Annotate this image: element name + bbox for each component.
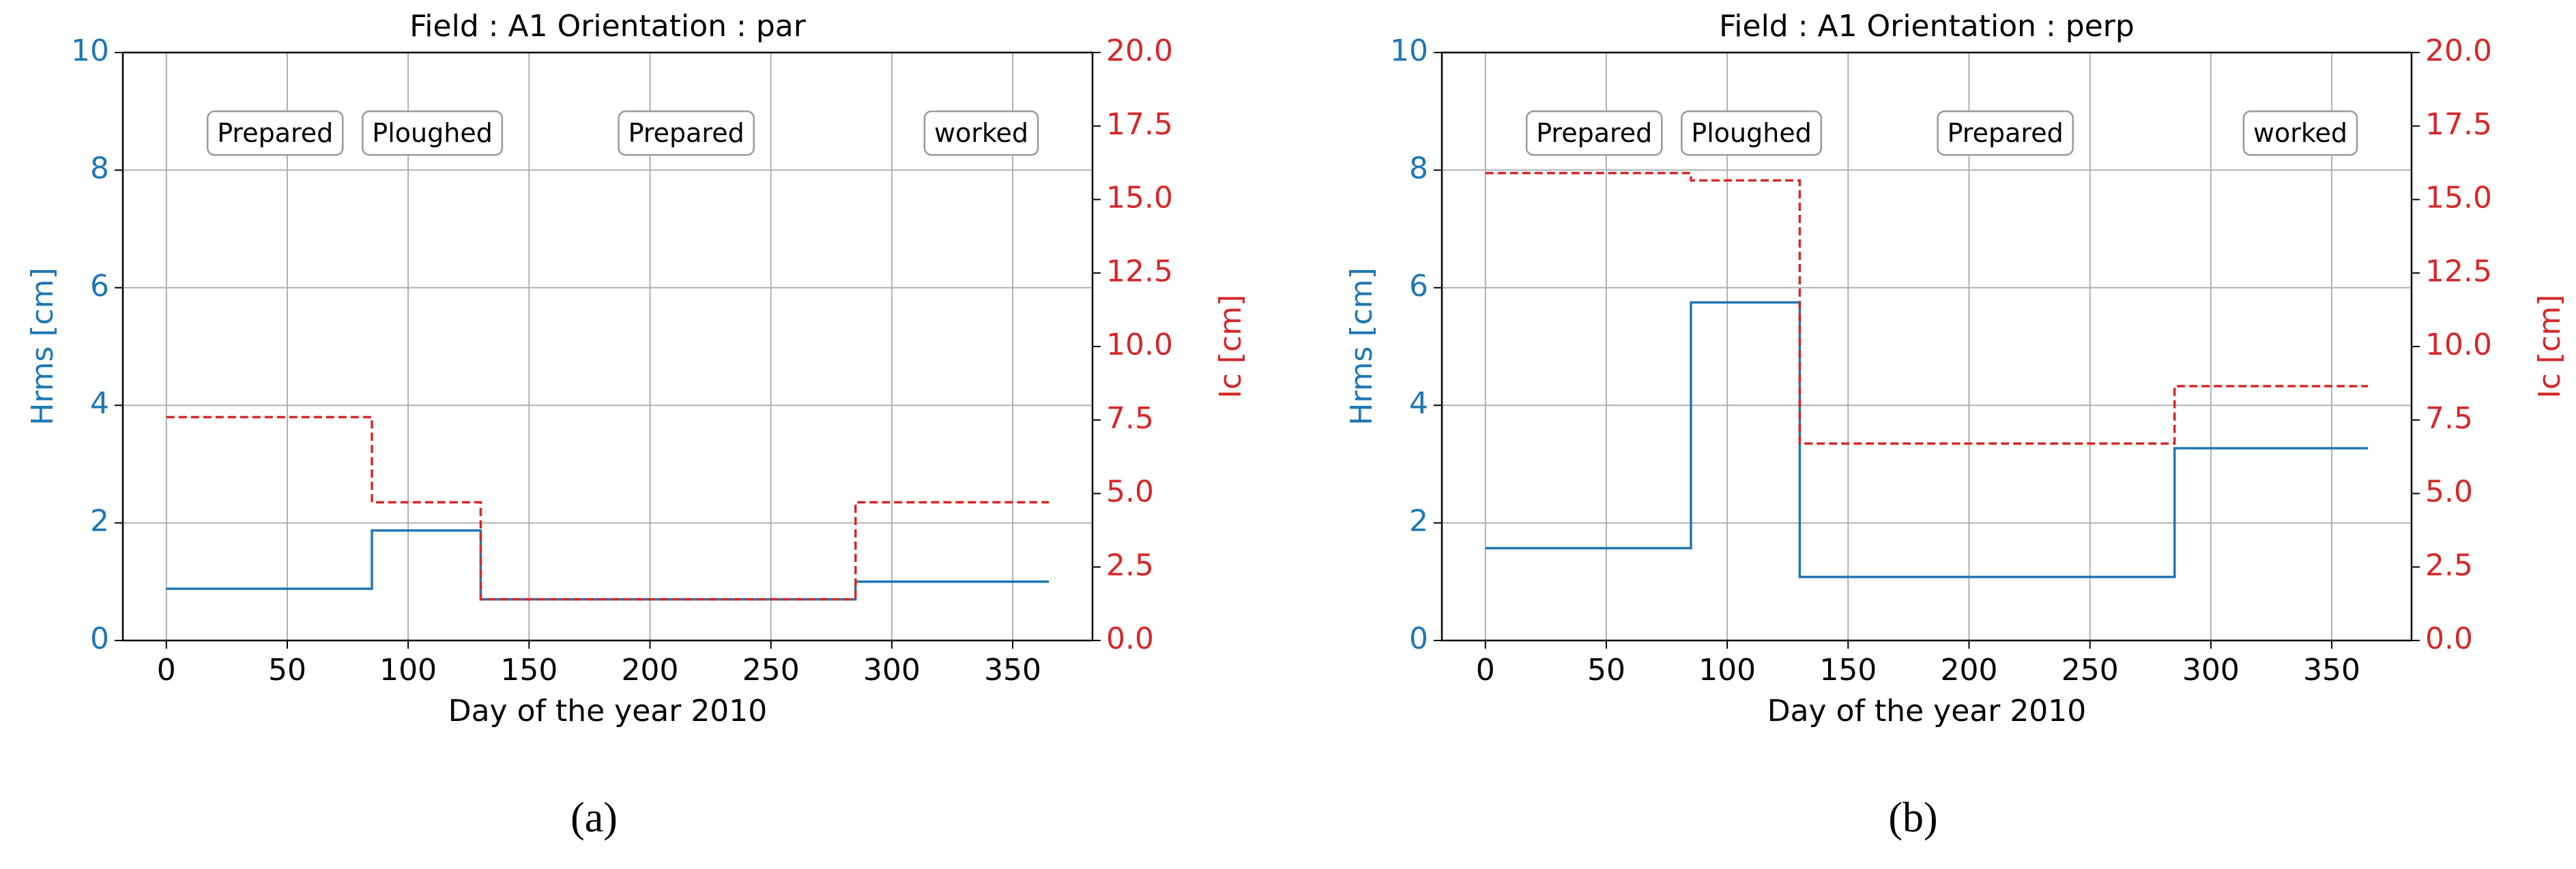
series-line [1485, 171, 2369, 445]
x-tick-label: 100 [379, 653, 437, 688]
annotation-label: Ploughed [1691, 118, 1812, 148]
y2-axis-title: Ic [cm] [1213, 295, 1248, 399]
y-tick-label: 8 [90, 151, 109, 186]
x-tick-label: 50 [1587, 653, 1625, 688]
y-tick-label: 6 [1409, 269, 1428, 304]
annotation: Prepared [206, 110, 344, 156]
y2-tick-label: 20.0 [1106, 33, 1173, 68]
y2-tick-label: 0.0 [2425, 621, 2473, 656]
series-line [1485, 301, 2369, 578]
annotation: Prepared [1525, 110, 1663, 156]
annotation-box [362, 110, 504, 156]
y2-tick-label: 15.0 [2425, 181, 2492, 216]
x-tick-label: 200 [622, 653, 679, 688]
annotation-box [206, 110, 344, 156]
y2-tick-label: 12.5 [2425, 254, 2492, 289]
y-tick-label: 4 [1409, 386, 1428, 421]
series-line [166, 415, 1050, 601]
y-tick-label: 4 [90, 386, 109, 421]
x-tick-label: 250 [742, 653, 800, 688]
annotation-label: Prepared [217, 118, 333, 148]
y-tick-label: 10 [71, 33, 109, 68]
annotation-label: Prepared [628, 118, 744, 148]
annotation: Prepared [1937, 110, 2074, 156]
y2-tick-label: 17.5 [1106, 107, 1173, 142]
y-tick-label: 0 [1409, 621, 1428, 656]
x-axis-title: Day of the year 2010 [1767, 694, 2087, 728]
annotation-box [1681, 110, 1823, 156]
y2-tick-label: 17.5 [2425, 107, 2492, 142]
x-axis-title: Day of the year 2010 [448, 694, 768, 728]
annotation: Prepared [618, 110, 755, 156]
annotation: worked [2242, 110, 2358, 156]
y2-tick-label: 2.5 [2425, 548, 2473, 583]
x-tick-label: 300 [2182, 653, 2240, 688]
x-tick-label: 100 [1698, 653, 1756, 688]
y-axis-title: Hrms [cm] [25, 267, 60, 426]
x-tick-label: 250 [2061, 653, 2119, 688]
x-tick-label: 50 [268, 653, 306, 688]
y-tick-label: 10 [1390, 33, 1428, 68]
annotation-box [2242, 110, 2358, 156]
caption: (b) [1888, 795, 1937, 841]
y2-tick-label: 12.5 [1106, 254, 1173, 289]
chart-title: Field : A1 Orientation : perp [1719, 9, 2134, 44]
annotation: Ploughed [362, 110, 504, 156]
annotation-label: Prepared [1536, 118, 1652, 148]
y2-tick-label: 10.0 [1106, 327, 1173, 362]
caption: (a) [570, 795, 618, 841]
x-tick-label: 0 [1476, 653, 1495, 688]
y-tick-label: 8 [1409, 151, 1428, 186]
annotation-box [923, 110, 1039, 156]
x-tick-label: 350 [2303, 653, 2360, 688]
x-tick-label: 150 [1819, 653, 1877, 688]
y-tick-label: 2 [90, 504, 109, 539]
y2-axis-title: Ic [cm] [2532, 295, 2567, 399]
y2-tick-label: 7.5 [2425, 401, 2473, 436]
y2-tick-label: 7.5 [1106, 401, 1154, 436]
series-line [166, 529, 1050, 601]
y2-tick-label: 20.0 [2425, 33, 2492, 68]
annotation-box [1937, 110, 2074, 156]
x-tick-label: 300 [863, 653, 921, 688]
plot-frame [1441, 51, 2413, 642]
annotation: Ploughed [1681, 110, 1823, 156]
x-tick-label: 0 [157, 653, 176, 688]
y-axis-title: Hrms [cm] [1344, 267, 1379, 426]
y2-tick-label: 0.0 [1106, 621, 1154, 656]
y2-tick-label: 15.0 [1106, 181, 1173, 216]
x-tick-label: 200 [1941, 653, 1998, 688]
y-tick-label: 0 [90, 621, 109, 656]
annotation-label: Prepared [1948, 118, 2064, 148]
annotation-box [618, 110, 755, 156]
x-tick-label: 150 [500, 653, 558, 688]
y-tick-label: 6 [90, 269, 109, 304]
annotation: worked [923, 110, 1039, 156]
plot-frame [121, 51, 1094, 642]
y2-tick-label: 10.0 [2425, 327, 2492, 362]
y2-tick-label: 5.0 [1106, 475, 1154, 510]
annotation-label: worked [934, 118, 1028, 148]
annotation-label: worked [2253, 118, 2347, 148]
x-tick-label: 350 [984, 653, 1041, 688]
annotation-label: Ploughed [372, 118, 493, 148]
annotation-box [1525, 110, 1663, 156]
y2-tick-label: 2.5 [1106, 548, 1154, 583]
y2-tick-label: 5.0 [2425, 475, 2473, 510]
chart-title: Field : A1 Orientation : par [409, 9, 807, 44]
y-tick-label: 2 [1409, 504, 1428, 539]
